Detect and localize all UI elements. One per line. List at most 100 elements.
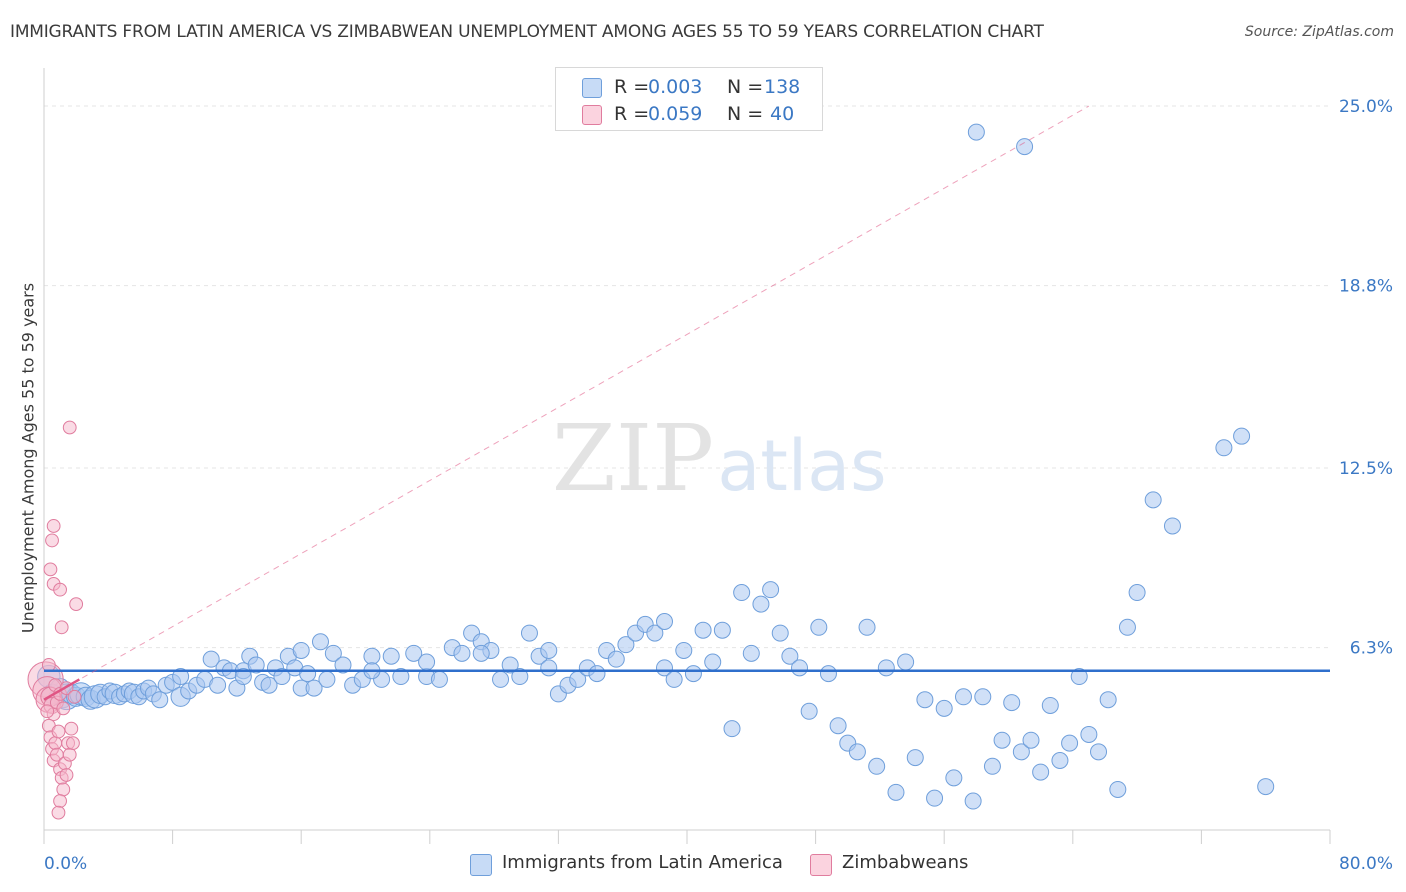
point-latin-america-88 xyxy=(704,653,722,671)
y-tick-label-1: 12.5% xyxy=(1339,459,1393,479)
point-latin-america-78 xyxy=(607,650,625,668)
point-latin-america-108 xyxy=(897,653,915,671)
point-zimbabweans-22 xyxy=(64,721,79,736)
legend-label: Immigrants from Latin America xyxy=(502,852,783,873)
point-latin-america-147 xyxy=(172,668,190,686)
point-latin-america-145 xyxy=(292,641,310,659)
point-latin-america-47 xyxy=(305,679,323,697)
legend-n-value: 138 xyxy=(764,76,801,98)
point-latin-america-69 xyxy=(520,624,538,642)
point-latin-america-92 xyxy=(742,644,760,662)
point-latin-america-95 xyxy=(771,624,789,642)
point-zimbabweans-21 xyxy=(62,747,77,762)
point-latin-america-110 xyxy=(916,691,934,709)
point-latin-america-51 xyxy=(334,656,352,674)
legend-r-label: R = xyxy=(614,103,650,125)
legend-swatch-pink xyxy=(582,105,602,125)
legend-label: Zimbabweans xyxy=(842,852,969,873)
x-tick-label-0: 0.0% xyxy=(44,854,87,874)
point-latin-america-104 xyxy=(858,618,876,636)
point-latin-america-79 xyxy=(617,636,635,654)
source-credit: Source: ZipAtlas.com xyxy=(1244,24,1394,40)
point-latin-america-129 xyxy=(1099,691,1117,709)
point-latin-america-121 xyxy=(1022,731,1040,749)
point-latin-america-99 xyxy=(810,618,828,636)
point-latin-america-50 xyxy=(324,644,342,662)
point-latin-america-146 xyxy=(234,668,252,686)
point-zimbabweans-30 xyxy=(54,620,69,635)
point-latin-america-40 xyxy=(260,676,278,694)
point-latin-america-98 xyxy=(800,702,818,720)
point-latin-america-105 xyxy=(868,757,886,775)
point-zimbabweans-39 xyxy=(40,704,55,719)
point-latin-america-130 xyxy=(1109,780,1127,798)
point-latin-america-101 xyxy=(829,717,847,735)
legend-swatch-blue xyxy=(470,854,492,876)
legend-swatch-blue xyxy=(582,78,602,98)
legend-n-label: N = xyxy=(727,76,764,98)
point-latin-america-24 xyxy=(151,691,169,709)
point-latin-america-132 xyxy=(1128,584,1146,602)
series-immigrants-latin-america xyxy=(37,123,1275,810)
series-zimbabweans xyxy=(27,420,84,820)
legend-row-latin-america: R = 0.003 N = 138 xyxy=(556,74,822,100)
point-latin-america-137 xyxy=(1257,778,1275,796)
point-latin-america-113 xyxy=(945,769,963,787)
point-latin-america-76 xyxy=(588,665,606,683)
legend-n-value: 40 xyxy=(770,103,795,125)
point-latin-america-134 xyxy=(1163,517,1181,535)
point-latin-america-60 xyxy=(430,670,448,688)
point-zimbabweans-19 xyxy=(59,768,74,782)
y-tick-label-2: 18.8% xyxy=(1339,277,1393,297)
point-latin-america-131 xyxy=(1118,618,1136,636)
point-latin-america-46 xyxy=(299,665,317,683)
point-zimbabweans-35 xyxy=(56,701,71,716)
legend-r-label: R = xyxy=(614,76,650,98)
point-zimbabweans-37 xyxy=(67,689,82,704)
trend-line-zimbabweans-extended xyxy=(43,105,1090,701)
point-latin-america-125 xyxy=(1061,734,1079,752)
point-latin-america-112 xyxy=(935,699,953,717)
point-zimbabweans-29 xyxy=(69,597,84,612)
point-latin-america-48 xyxy=(311,633,329,651)
point-latin-america-115 xyxy=(964,792,982,810)
point-latin-america-109 xyxy=(906,749,924,767)
point-latin-america-42 xyxy=(273,668,291,686)
legend-n-label: N = xyxy=(727,103,764,125)
point-latin-america-66 xyxy=(492,670,510,688)
point-latin-america-67 xyxy=(501,656,519,674)
point-latin-america-57 xyxy=(392,668,410,686)
point-latin-america-84 xyxy=(665,670,683,688)
point-latin-america-62 xyxy=(453,644,471,662)
legend-swatch-pink xyxy=(810,854,832,876)
point-latin-america-143 xyxy=(418,653,436,671)
chart-title: IMMIGRANTS FROM LATIN AMERICA VS ZIMBABW… xyxy=(10,22,1044,42)
y-tick-labels: 6.3% 12.5% 18.8% 25.0% xyxy=(1339,97,1393,659)
point-latin-america-54 xyxy=(363,647,381,665)
point-latin-america-127 xyxy=(1080,725,1098,743)
point-latin-america-140 xyxy=(655,613,673,631)
point-latin-america-71 xyxy=(540,659,558,677)
point-latin-america-118 xyxy=(993,731,1011,749)
point-zimbabweans-16 xyxy=(53,794,67,808)
point-latin-america-138 xyxy=(967,123,985,141)
point-latin-america-128 xyxy=(1090,743,1108,761)
y-tick-label-0: 6.3% xyxy=(1350,639,1393,659)
point-latin-america-111 xyxy=(926,789,944,807)
watermark: ZIP atlas xyxy=(552,405,887,512)
point-zimbabweans-25 xyxy=(45,533,59,548)
point-latin-america-124 xyxy=(1051,752,1069,770)
point-latin-america-117 xyxy=(983,757,1001,775)
gridlines xyxy=(44,105,1330,649)
point-latin-america-68 xyxy=(511,668,529,686)
x-tick-labels: 0.0% 80.0% xyxy=(44,854,1393,874)
trend-line-zimbabweans xyxy=(43,678,80,701)
point-latin-america-82 xyxy=(646,624,664,642)
point-latin-america-86 xyxy=(684,665,702,683)
point-latin-america-97 xyxy=(791,659,809,677)
point-latin-america-120 xyxy=(1012,743,1030,761)
point-zimbabweans-24 xyxy=(46,519,61,533)
correlation-legend: R = 0.003 N = 138 R = 0.059 N = 40 xyxy=(555,67,823,131)
point-zimbabweans-10 xyxy=(48,736,63,751)
trend-lines xyxy=(43,105,1330,701)
